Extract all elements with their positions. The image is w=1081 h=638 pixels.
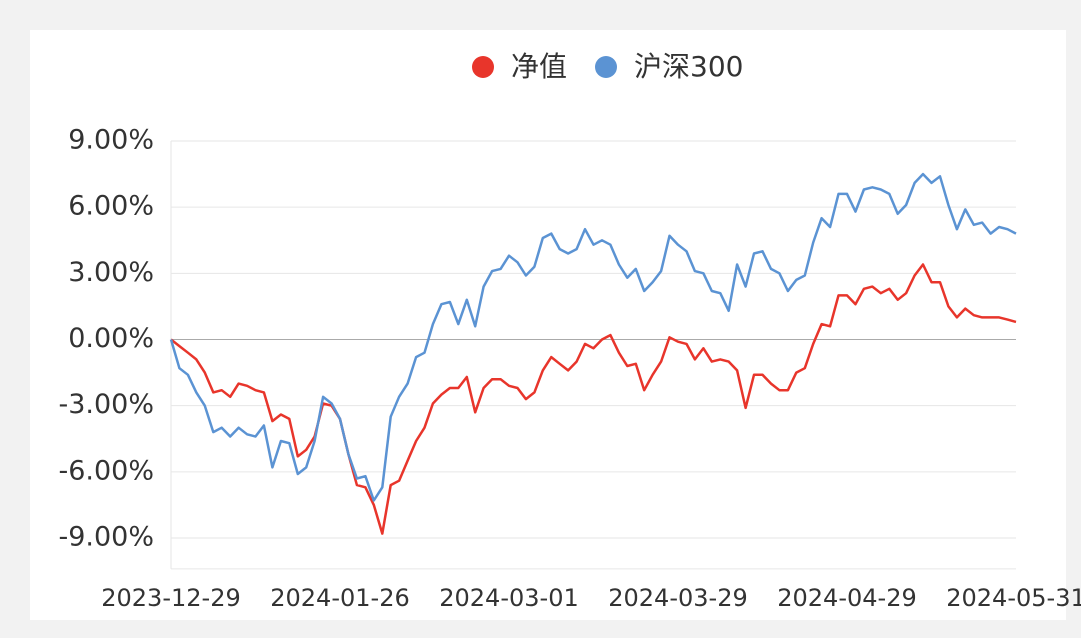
y-tick-label: 3.00%	[68, 257, 154, 288]
x-tick-label: 2023-12-29	[101, 584, 240, 612]
y-tick-label: -9.00%	[58, 522, 154, 553]
x-tick-label: 2024-03-29	[608, 584, 747, 612]
x-tick-label: 2024-04-29	[777, 584, 916, 612]
card	[30, 30, 1066, 620]
y-tick-label: 9.00%	[68, 125, 154, 156]
x-tick-label: 2024-01-26	[270, 584, 409, 612]
series-line	[169, 172, 1017, 502]
x-tick-label: 2024-03-01	[439, 584, 578, 612]
y-tick-label: -6.00%	[58, 455, 154, 486]
legend-label: 净值	[511, 50, 567, 83]
legend-marker	[595, 56, 617, 78]
series-line	[170, 263, 1017, 535]
legend-label: 沪深300	[634, 50, 743, 83]
legend-marker	[472, 56, 494, 78]
y-tick-label: 0.00%	[68, 323, 154, 354]
x-tick-label: 2024-05-31	[946, 584, 1081, 612]
y-tick-label: 6.00%	[68, 191, 154, 222]
y-tick-label: -3.00%	[58, 389, 154, 420]
